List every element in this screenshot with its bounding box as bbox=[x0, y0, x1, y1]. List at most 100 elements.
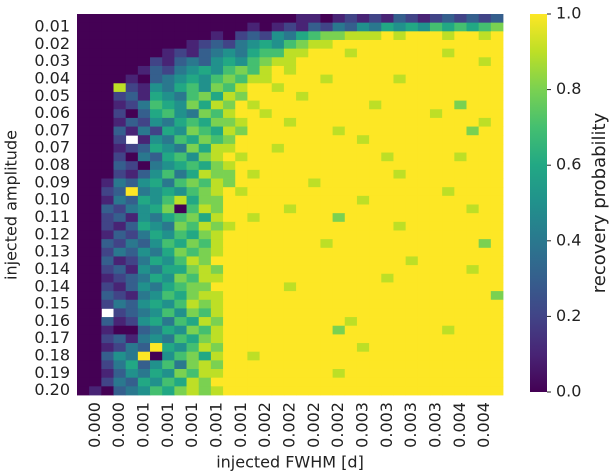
heatmap-cell bbox=[186, 369, 200, 379]
heatmap-cell bbox=[332, 117, 346, 127]
heatmap-cell bbox=[223, 308, 236, 318]
heatmap-cell bbox=[77, 247, 90, 257]
x-tick-label: 0.003 bbox=[377, 402, 396, 448]
heatmap-cell bbox=[101, 230, 114, 240]
heatmap-cell bbox=[405, 14, 419, 24]
heatmap-cell bbox=[405, 247, 419, 257]
heatmap-cell bbox=[344, 109, 358, 119]
heatmap-cell bbox=[454, 247, 467, 257]
heatmap-cell bbox=[271, 143, 285, 153]
heatmap-cell bbox=[259, 83, 273, 93]
heatmap-cell bbox=[442, 343, 455, 353]
heatmap-cell bbox=[210, 265, 224, 275]
heatmap-cell bbox=[174, 83, 187, 93]
heatmap-cell bbox=[442, 256, 455, 266]
heatmap-cell bbox=[259, 256, 273, 266]
heatmap-cell bbox=[210, 39, 224, 50]
heatmap-cell bbox=[113, 169, 127, 179]
heatmap-cell bbox=[271, 325, 285, 335]
heatmap-cell bbox=[89, 282, 102, 292]
heatmap-cell bbox=[150, 360, 163, 370]
heatmap-cell bbox=[296, 48, 309, 58]
heatmap-cell bbox=[356, 91, 370, 101]
heatmap-cell bbox=[429, 343, 443, 353]
heatmap-cell bbox=[210, 135, 224, 145]
heatmap-cell bbox=[210, 14, 224, 24]
heatmap-cell bbox=[235, 161, 248, 171]
heatmap-cell bbox=[235, 351, 248, 361]
heatmap-cell bbox=[210, 65, 224, 76]
heatmap-cell bbox=[454, 22, 467, 32]
heatmap-cell bbox=[174, 282, 187, 292]
heatmap-cell bbox=[381, 204, 394, 214]
heatmap-cell bbox=[393, 325, 407, 335]
heatmap-cell bbox=[101, 135, 114, 145]
heatmap-cell bbox=[125, 161, 139, 171]
heatmap-cell bbox=[113, 143, 127, 153]
heatmap-cell bbox=[344, 369, 358, 379]
heatmap-cell bbox=[77, 48, 90, 58]
heatmap-cell bbox=[247, 161, 260, 171]
heatmap-cell bbox=[150, 282, 163, 292]
heatmap-cell bbox=[356, 256, 370, 266]
heatmap-cell bbox=[235, 299, 248, 309]
heatmap-cell bbox=[454, 135, 467, 145]
heatmap-cell bbox=[198, 343, 212, 353]
heatmap-cell bbox=[283, 161, 297, 171]
x-tick-label: 0.001 bbox=[182, 402, 201, 448]
heatmap-cell bbox=[478, 74, 492, 84]
heatmap-cell bbox=[210, 31, 224, 41]
heatmap-cell bbox=[162, 334, 175, 344]
heatmap-cell bbox=[162, 178, 175, 188]
heatmap-cell bbox=[466, 65, 480, 76]
heatmap-cell bbox=[369, 65, 382, 76]
heatmap-cell bbox=[198, 369, 212, 379]
heatmap-cell bbox=[235, 91, 248, 101]
heatmap-cell bbox=[332, 204, 346, 214]
heatmap-cell bbox=[429, 360, 443, 370]
heatmap-cell bbox=[198, 14, 212, 24]
heatmap-cell bbox=[259, 14, 273, 24]
heatmap-cell bbox=[478, 204, 492, 214]
heatmap-cell bbox=[344, 221, 358, 231]
heatmap-cell bbox=[417, 351, 431, 361]
heatmap-cell bbox=[405, 100, 419, 110]
heatmap-cell bbox=[89, 91, 102, 101]
heatmap-cell bbox=[259, 386, 273, 396]
heatmap-cell bbox=[223, 135, 236, 145]
heatmap-cell bbox=[442, 74, 455, 84]
heatmap-cell bbox=[454, 230, 467, 240]
heatmap-cell bbox=[259, 282, 273, 292]
heatmap-cell bbox=[210, 57, 224, 67]
heatmap-cell bbox=[478, 239, 492, 249]
heatmap-cell bbox=[320, 386, 333, 396]
heatmap-cell bbox=[137, 109, 151, 119]
heatmap-cell bbox=[283, 83, 297, 93]
heatmap-cell bbox=[271, 221, 285, 231]
heatmap-cell bbox=[405, 152, 419, 162]
heatmap-cell bbox=[137, 256, 151, 266]
heatmap-cell bbox=[442, 282, 455, 292]
heatmap-cell bbox=[210, 256, 224, 266]
heatmap-cell bbox=[442, 14, 455, 24]
heatmap-cell bbox=[247, 195, 260, 205]
heatmap-cell bbox=[235, 117, 248, 127]
heatmap-cell bbox=[296, 178, 309, 188]
heatmap-cell bbox=[210, 187, 224, 197]
heatmap-cell bbox=[466, 135, 480, 145]
y-tick-label: 0.13 bbox=[34, 242, 70, 261]
heatmap-cell bbox=[393, 239, 407, 249]
heatmap-cell bbox=[247, 204, 260, 214]
y-tick-label: 0.09 bbox=[34, 172, 70, 191]
heatmap-cell bbox=[381, 31, 394, 41]
heatmap-cell bbox=[235, 195, 248, 205]
heatmap-cell bbox=[296, 109, 309, 119]
heatmap-cell bbox=[101, 65, 114, 76]
heatmap-cell bbox=[369, 291, 382, 301]
heatmap-cell bbox=[308, 325, 321, 335]
heatmap-cell bbox=[77, 22, 90, 32]
heatmap-cell bbox=[308, 195, 321, 205]
heatmap-cell bbox=[77, 256, 90, 266]
heatmap-cell bbox=[125, 143, 139, 153]
heatmap-cell bbox=[223, 204, 236, 214]
